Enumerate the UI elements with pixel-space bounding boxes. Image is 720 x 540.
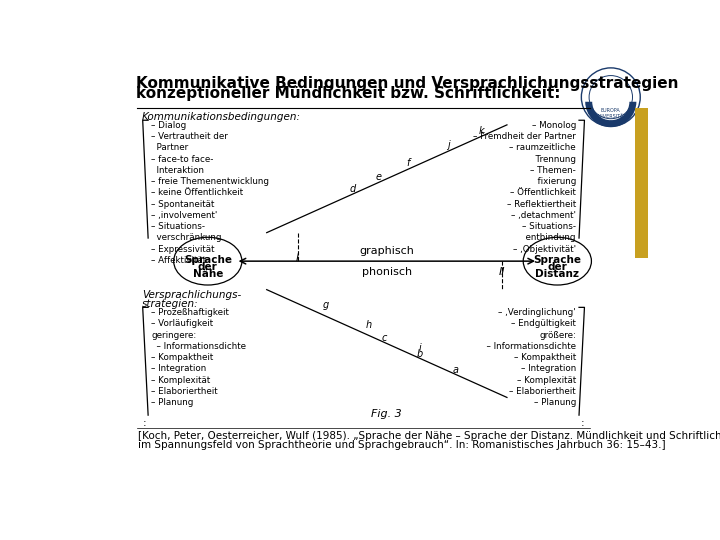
Text: Fig. 3: Fig. 3 <box>372 409 402 419</box>
Text: Versprachlichungs-: Versprachlichungs- <box>142 291 241 300</box>
Text: h: h <box>366 320 372 330</box>
Text: der: der <box>547 262 567 272</box>
Text: [Koch, Peter, Oesterreicher, Wulf (1985). „Sprache der Nähe – Sprache der Distan: [Koch, Peter, Oesterreicher, Wulf (1985)… <box>138 431 720 441</box>
Text: der: der <box>198 262 217 272</box>
Text: d: d <box>349 184 356 194</box>
Wedge shape <box>585 102 636 127</box>
Text: b: b <box>417 349 423 359</box>
Text: I: I <box>296 253 300 263</box>
Text: – Prozeßhaftigkeit
– Vorläufigkeit
geringere:
  – Informationsdichte
– Kompakthe: – Prozeßhaftigkeit – Vorläufigkeit gerin… <box>151 308 246 407</box>
Text: – ,Verdinglichung'
– Endgültigkeit
größere:
  – Informationsdichte
– Kompaktheit: – ,Verdinglichung' – Endgültigkeit größe… <box>481 308 576 407</box>
Text: g: g <box>323 300 329 310</box>
Text: c: c <box>382 333 387 342</box>
Text: a: a <box>453 365 459 375</box>
Text: Nähe: Nähe <box>193 269 223 279</box>
Text: II: II <box>499 267 505 277</box>
Text: Kommunikative Bedingungen und Versprachlichungsstrategien: Kommunikative Bedingungen und Versprachl… <box>137 76 679 91</box>
Text: :: : <box>143 418 147 428</box>
Text: strategien:: strategien: <box>142 299 199 309</box>
Text: :: : <box>580 418 584 428</box>
Bar <box>635 108 648 258</box>
Text: k: k <box>479 126 485 136</box>
Text: graphisch: graphisch <box>359 246 414 256</box>
Text: Sprache: Sprache <box>534 255 581 265</box>
Text: konzeptioneller Mündlichkeit bzw. Schriftlichkeit:: konzeptioneller Mündlichkeit bzw. Schrif… <box>137 86 561 102</box>
Text: Kommunikationsbedingungen:: Kommunikationsbedingungen: <box>142 112 301 122</box>
Text: j: j <box>448 140 450 150</box>
Text: – Monolog
– Fremdheit der Partner
– raumzeitliche
  Trennung
– Themen-
  fixieru: – Monolog – Fremdheit der Partner – raum… <box>473 121 576 254</box>
Text: Sprache: Sprache <box>184 255 232 265</box>
Text: f: f <box>407 158 410 168</box>
Text: – Dialog
– Vertrautheit der
  Partner
– face-to face-
  Interaktion
– freie Them: – Dialog – Vertrautheit der Partner – fa… <box>151 121 269 265</box>
Text: phonisch: phonisch <box>361 267 412 276</box>
Text: e: e <box>376 172 382 182</box>
Text: EUROPA
UNIVERSITÄT
VIADRINA: EUROPA UNIVERSITÄT VIADRINA <box>595 108 626 125</box>
Text: i: i <box>419 343 421 353</box>
Text: im Spannungsfeld von Sprachtheorie und Sprachgebrauch“. In: Romanistisches Jahrb: im Spannungsfeld von Sprachtheorie und S… <box>138 440 666 450</box>
Text: Distanz: Distanz <box>536 269 580 279</box>
